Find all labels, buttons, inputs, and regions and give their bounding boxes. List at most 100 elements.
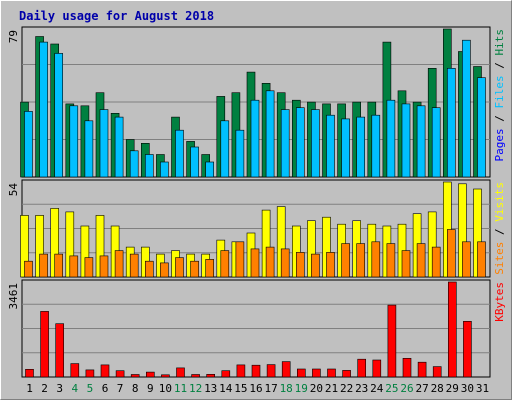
bar-kbytes-28	[432, 366, 442, 378]
bar-kbytes-9	[146, 371, 155, 378]
legend-hits_files_pages: Pages / Files / Hits	[493, 29, 506, 162]
bar-files-27	[416, 105, 426, 178]
bar-files-26	[401, 103, 411, 178]
bar-files-12	[190, 146, 199, 178]
bar-files-14	[220, 120, 230, 178]
bar-sites-4	[69, 255, 79, 278]
x-tick-label: 21	[325, 382, 338, 395]
x-tick-label: 3	[56, 382, 63, 395]
bar-files-6	[99, 109, 109, 178]
x-tick-label: 22	[340, 382, 353, 395]
bar-files-29	[446, 68, 456, 178]
bar-files-30	[462, 39, 471, 178]
legend-item: Sites	[493, 242, 506, 275]
bar-kbytes-4	[70, 363, 80, 378]
bar-kbytes-23	[357, 358, 367, 378]
bar-kbytes-22	[342, 370, 351, 378]
bar-kbytes-15	[236, 364, 246, 378]
x-tick-label: 2	[41, 382, 48, 395]
bar-kbytes-7	[115, 370, 125, 378]
x-tick-label: 25	[385, 382, 398, 395]
x-tick-label: 13	[204, 382, 217, 395]
bar-kbytes-3	[55, 323, 65, 378]
bar-files-2	[39, 41, 48, 178]
bar-files-19	[295, 107, 305, 178]
bar-kbytes-29	[447, 281, 457, 378]
legend-visits_sites: Sites / Visits	[493, 182, 506, 275]
bar-sites-27	[416, 243, 426, 278]
bar-sites-7	[114, 250, 124, 278]
bar-sites-30	[462, 241, 471, 278]
bar-sites-11	[175, 257, 184, 278]
bar-files-15	[235, 129, 245, 178]
bar-kbytes-2	[40, 311, 49, 378]
bar-files-5	[84, 120, 94, 178]
bar-kbytes-25	[387, 304, 397, 378]
bar-sites-9	[145, 260, 154, 278]
x-tick-label: 26	[400, 382, 413, 395]
bar-kbytes-1	[25, 368, 34, 378]
y-max-label: 54	[7, 183, 20, 197]
bar-kbytes-6	[100, 364, 110, 378]
bar-kbytes-19	[296, 368, 306, 378]
bar-sites-31	[477, 241, 486, 278]
bar-files-9	[145, 154, 154, 178]
bar-sites-1	[24, 260, 33, 278]
x-tick-label: 18	[280, 382, 293, 395]
y-max-label: 79	[7, 30, 20, 43]
bar-sites-10	[160, 262, 169, 278]
x-tick-label: 10	[159, 382, 172, 395]
bar-sites-12	[190, 260, 199, 278]
bar-sites-13	[205, 259, 214, 278]
bar-sites-5	[84, 257, 94, 278]
bar-files-23	[356, 116, 366, 178]
bar-files-18	[280, 109, 290, 178]
bar-sites-3	[54, 253, 64, 278]
bar-files-17	[265, 90, 275, 178]
bar-files-20	[311, 109, 320, 178]
bar-sites-16	[250, 248, 260, 278]
x-tick-label: 1	[26, 382, 33, 395]
y-max-label: 3461	[7, 283, 20, 310]
x-tick-label: 30	[461, 382, 474, 395]
x-tick-label: 15	[234, 382, 247, 395]
bar-sites-19	[295, 252, 305, 278]
bar-files-31	[477, 77, 486, 178]
bar-sites-15	[235, 241, 245, 278]
x-tick-label: 28	[431, 382, 444, 395]
bar-kbytes-16	[251, 364, 261, 378]
x-tick-label: 24	[370, 382, 384, 395]
bar-kbytes-13	[206, 373, 215, 378]
bar-kbytes-11	[176, 367, 185, 378]
bar-sites-8	[129, 253, 139, 278]
x-tick-label: 11	[174, 382, 187, 395]
bar-files-11	[175, 129, 184, 178]
y-axis-labels: 79 54 3461	[7, 30, 20, 310]
bars	[20, 28, 486, 378]
x-tick-label: 17	[264, 382, 277, 395]
chart-title: Daily usage for August 2018	[19, 9, 214, 23]
bar-files-21	[326, 114, 335, 178]
legend-item: Visits	[493, 182, 506, 222]
bar-files-25	[386, 99, 396, 178]
bar-files-4	[69, 105, 79, 178]
bar-files-13	[205, 161, 214, 178]
x-tick-label: 9	[147, 382, 154, 395]
bar-kbytes-20	[312, 368, 321, 378]
bar-files-10	[160, 161, 169, 178]
x-tick-label: 31	[476, 382, 489, 395]
x-tick-label: 14	[219, 382, 233, 395]
x-tick-label: 7	[117, 382, 124, 395]
bar-kbytes-26	[402, 357, 412, 378]
x-tick-label: 19	[295, 382, 308, 395]
bar-kbytes-14	[221, 370, 231, 378]
legend-separator: /	[493, 109, 506, 129]
bar-kbytes-8	[130, 374, 140, 378]
x-tick-label: 5	[87, 382, 94, 395]
bar-kbytes-30	[463, 320, 472, 378]
bar-sites-24	[371, 241, 381, 278]
bar-sites-26	[401, 250, 411, 278]
side-legend: Pages / Files / Hits Sites / Visits KBytes	[493, 29, 506, 322]
bar-kbytes-27	[417, 361, 427, 378]
